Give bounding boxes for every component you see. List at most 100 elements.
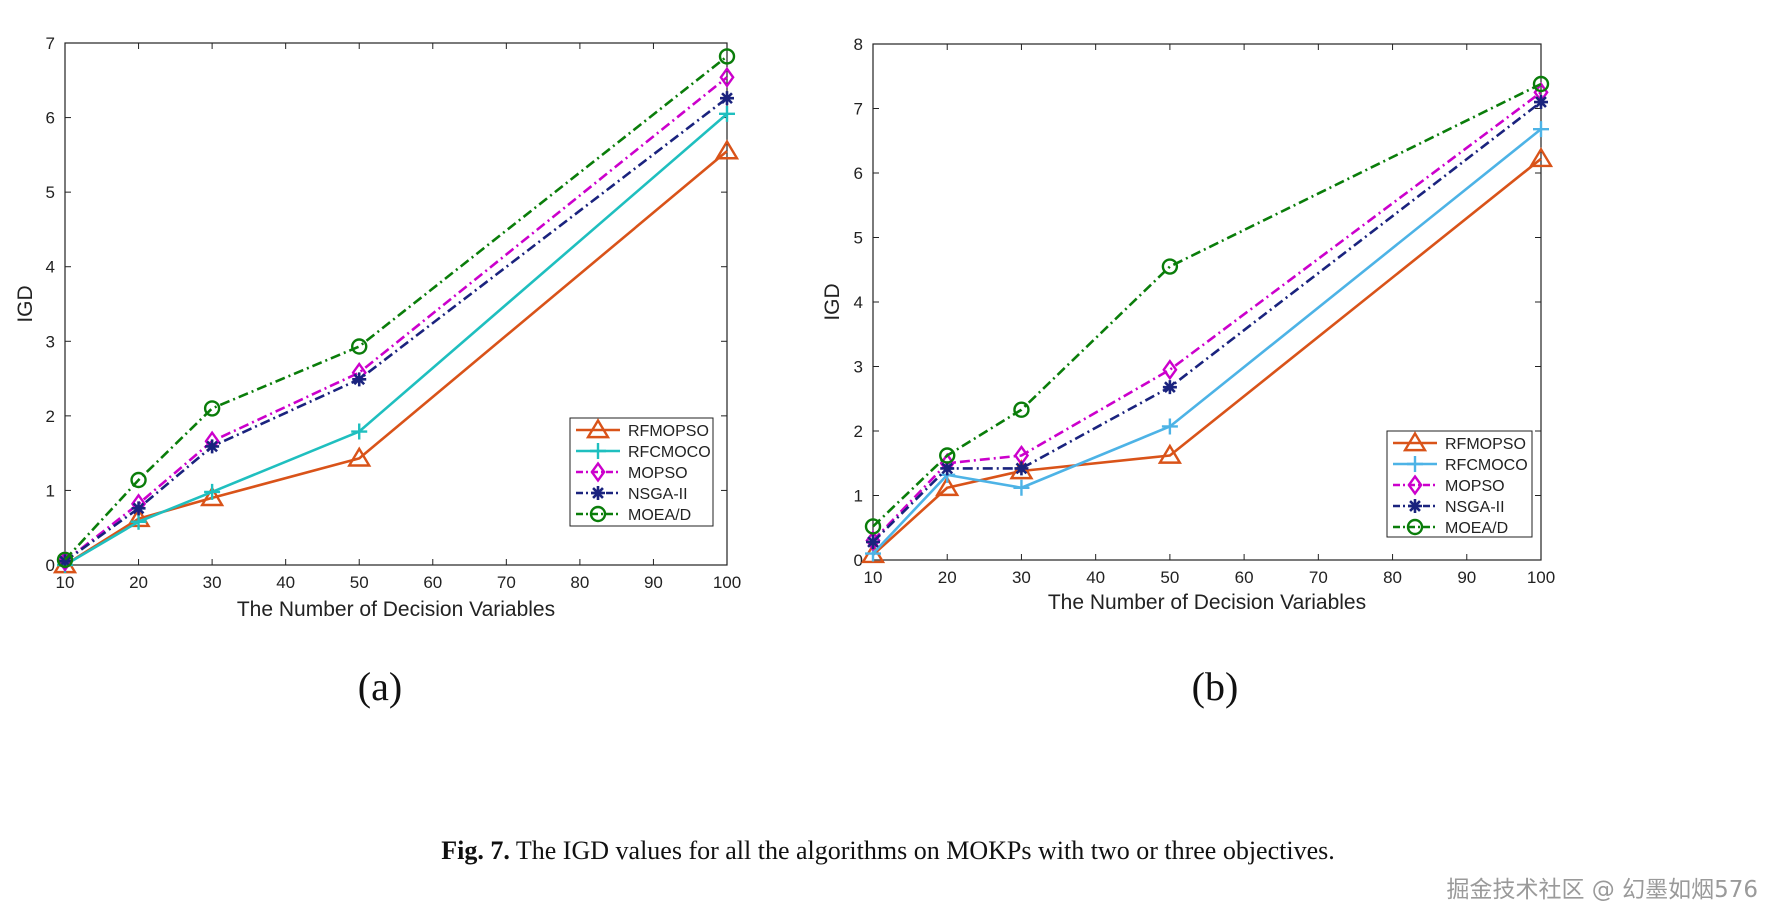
x-tick-label: 50	[1160, 568, 1179, 587]
series-moea-d	[56, 48, 736, 568]
y-tick-label: 7	[46, 34, 55, 53]
data-point-marker	[131, 501, 146, 516]
x-tick-label: 100	[1527, 568, 1555, 587]
y-tick-label: 6	[854, 164, 863, 183]
data-point-marker	[1162, 380, 1177, 395]
data-point-marker	[130, 513, 147, 530]
x-tick-label: 60	[423, 573, 442, 592]
legend-swatch-marker	[1402, 431, 1428, 452]
data-point-marker	[719, 105, 735, 122]
data-point-marker	[203, 400, 221, 417]
data-point-marker	[1162, 359, 1178, 381]
series-line	[872, 91, 1542, 542]
y-tick-label: 6	[46, 109, 55, 128]
x-tick-label: 80	[1383, 568, 1402, 587]
y-tick-label: 1	[46, 481, 55, 500]
legend-label: RFCMOCO	[1445, 457, 1528, 474]
data-point-marker	[1528, 146, 1554, 168]
x-axis-label: The Number of Decision Variables	[237, 598, 555, 621]
data-point-marker	[200, 486, 225, 507]
x-tick-label: 10	[864, 568, 883, 587]
x-tick-label: 80	[570, 573, 589, 592]
series-moea-d	[864, 75, 1550, 535]
x-tick-label: 30	[1012, 568, 1031, 587]
legend-label: MOEA/D	[1445, 520, 1508, 537]
x-tick-label: 10	[56, 573, 75, 592]
y-tick-label: 4	[854, 293, 863, 312]
data-point-marker	[714, 139, 740, 160]
data-point-marker	[864, 518, 882, 535]
data-point-marker	[1013, 401, 1030, 418]
data-point-marker	[351, 338, 368, 355]
legend-label: RFCMOCO	[628, 444, 711, 461]
watermark: 掘金技术社区 @ 幻墨如烟576	[1446, 877, 1758, 903]
x-tick-label: 40	[276, 573, 295, 592]
legend-swatch-marker	[1406, 518, 1424, 536]
data-point-marker	[718, 48, 736, 65]
panel-label: (b)	[1192, 664, 1239, 709]
legend-swatch-marker	[589, 505, 607, 523]
legend-swatch-marker	[590, 461, 606, 483]
x-tick-label: 70	[497, 573, 516, 592]
data-point-marker	[1161, 258, 1179, 275]
series-nsga-ii	[58, 91, 734, 569]
legend-swatch-marker	[585, 418, 611, 439]
y-tick-label: 3	[46, 332, 55, 351]
data-point-marker	[720, 91, 734, 106]
x-axis-label: The Number of Decision Variables	[1048, 591, 1366, 614]
data-point-marker	[1014, 461, 1029, 476]
x-tick-label: 90	[644, 573, 663, 592]
data-point-marker	[940, 461, 955, 476]
data-point-marker	[204, 483, 221, 500]
data-point-marker	[939, 447, 956, 464]
x-tick-label: 70	[1309, 568, 1328, 587]
legend-swatch-marker	[1407, 474, 1423, 496]
x-tick-label: 90	[1457, 568, 1476, 587]
data-point-marker	[1534, 95, 1548, 110]
data-point-marker	[935, 475, 960, 497]
legend-swatch-marker	[1407, 456, 1423, 472]
x-tick-label: 60	[1235, 568, 1254, 587]
y-tick-label: 8	[854, 35, 863, 54]
legend-label: MOPSO	[1445, 478, 1505, 495]
data-point-marker	[1533, 121, 1549, 138]
y-tick-label: 4	[46, 258, 55, 277]
y-tick-label: 3	[854, 358, 863, 377]
x-tick-label: 20	[129, 573, 148, 592]
chart-panel-b: 10 20 30 40 50 60 70 80 90 100 0 1 2 3 4 5 6 7 8 The Number…	[821, 35, 1555, 709]
legend-swatch-marker	[590, 443, 606, 459]
y-tick-label: 5	[854, 229, 863, 248]
y-tick-label: 1	[854, 487, 863, 506]
y-tick-label: 2	[46, 407, 55, 426]
y-tick-label: 0	[46, 556, 55, 575]
y-tick-label: 5	[46, 183, 55, 202]
caption-text: The IGD values for all the algorithms on…	[509, 836, 1335, 865]
data-point-marker	[351, 423, 368, 440]
data-point-marker	[1161, 418, 1178, 435]
y-tick-label: 7	[854, 100, 863, 119]
figure-caption: Fig. 7. The IGD values for all the algor…	[0, 836, 1776, 866]
legend: RFMOPSO RFCMOCO MOPSO NSGA-II MOEA/D	[1386, 430, 1533, 538]
data-point-marker	[130, 471, 147, 489]
legend-label: MOPSO	[628, 465, 688, 482]
x-tick-label: 50	[350, 573, 369, 592]
legend-label: NSGA-II	[1445, 499, 1505, 516]
data-point-marker	[58, 554, 72, 569]
legend-label: MOEA/D	[628, 507, 691, 524]
data-point-marker	[1013, 479, 1030, 496]
panel-label: (a)	[358, 664, 402, 709]
data-point-marker	[866, 534, 880, 549]
legend: RFMOPSO RFCMOCO MOPSO NSGA-II MOEA/D	[569, 417, 714, 527]
data-point-marker	[1009, 459, 1034, 480]
y-tick-label: 2	[854, 422, 863, 441]
legend-label: RFMOPSO	[1445, 436, 1526, 453]
legend-label: RFMOPSO	[628, 423, 709, 440]
data-point-marker	[719, 66, 735, 88]
series-nsga-ii	[866, 95, 1548, 549]
series-line	[64, 55, 728, 561]
chart-panel-a: 10 20 30 40 50 60 70 80 90 100 0 1 2 3 4 5 6 7 The Number …	[14, 34, 741, 709]
data-point-marker	[56, 551, 74, 568]
data-point-marker	[205, 439, 220, 454]
